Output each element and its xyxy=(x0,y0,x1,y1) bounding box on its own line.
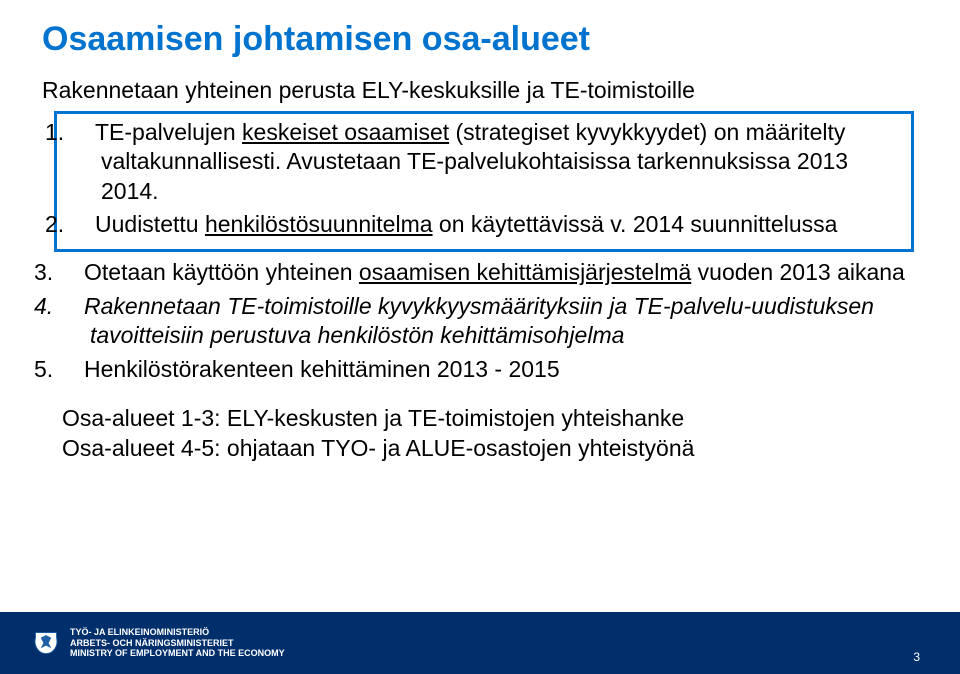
list-item: 3. Otetaan käyttöön yhteinen osaamisen k… xyxy=(42,258,918,287)
text-run: keskeiset osaamiset xyxy=(242,119,449,145)
boxed-list: 1. TE-palvelujen keskeiset osaamiset (st… xyxy=(65,118,903,240)
text-run: osaamisen kehittämisjärjestelmä xyxy=(359,259,691,285)
text-run: Henkilöstörakenteen kehittäminen 2013 - … xyxy=(84,356,560,382)
main-list: 3. Otetaan käyttöön yhteinen osaamisen k… xyxy=(42,258,918,384)
slide-title: Osaamisen johtamisen osa-alueet xyxy=(42,20,918,59)
ministry-line-2: ARBETS- OCH NÄRINGSMINISTERIET xyxy=(70,638,285,649)
list-item-number: 4. xyxy=(62,292,84,321)
page-number: 3 xyxy=(913,650,920,664)
list-item-number: 3. xyxy=(62,258,84,287)
slide: Osaamisen johtamisen osa-alueet Rakennet… xyxy=(0,0,960,674)
footnote-block: Osa-alueet 1-3: ELY-keskusten ja TE-toim… xyxy=(42,404,918,464)
list-item-number: 2. xyxy=(73,210,95,239)
list-item: 1. TE-palvelujen keskeiset osaamiset (st… xyxy=(65,118,903,206)
footnote-line-1: Osa-alueet 1-3: ELY-keskusten ja TE-toim… xyxy=(62,404,918,434)
text-run: TE-palvelujen xyxy=(95,119,242,145)
list-item: 2. Uudistettu henkilöstösuunnitelma on k… xyxy=(65,210,903,239)
text-run: Rakennetaan TE-toimistoille kyvykkyysmää… xyxy=(84,293,874,348)
intro-text: Rakennetaan yhteinen perusta ELY-keskuks… xyxy=(42,77,918,105)
list-item-number: 1. xyxy=(73,118,95,147)
text-run: Uudistettu xyxy=(95,211,205,237)
ministry-line-1: TYÖ- JA ELINKEINOMINISTERIÖ xyxy=(70,627,285,638)
ministry-text: TYÖ- JA ELINKEINOMINISTERIÖ ARBETS- OCH … xyxy=(70,627,285,659)
crest-icon xyxy=(32,629,60,657)
text-run: Otetaan käyttöön yhteinen xyxy=(84,259,359,285)
highlighted-box: 1. TE-palvelujen keskeiset osaamiset (st… xyxy=(54,111,914,253)
ministry-logo: TYÖ- JA ELINKEINOMINISTERIÖ ARBETS- OCH … xyxy=(32,627,285,659)
list-item-number: 5. xyxy=(62,355,84,384)
text-run: vuoden 2013 aikana xyxy=(691,259,905,285)
text-run: on käytettävissä v. 2014 suunnittelussa xyxy=(433,211,838,237)
text-run: henkilöstösuunnitelma xyxy=(205,211,433,237)
list-item: 4. Rakennetaan TE-toimistoille kyvykkyys… xyxy=(42,292,918,351)
footer-bar: TYÖ- JA ELINKEINOMINISTERIÖ ARBETS- OCH … xyxy=(0,612,960,674)
list-item: 5. Henkilöstörakenteen kehittäminen 2013… xyxy=(42,355,918,384)
footnote-line-2: Osa-alueet 4-5: ohjataan TYO- ja ALUE-os… xyxy=(62,434,918,464)
ministry-line-3: MINISTRY OF EMPLOYMENT AND THE ECONOMY xyxy=(70,648,285,659)
